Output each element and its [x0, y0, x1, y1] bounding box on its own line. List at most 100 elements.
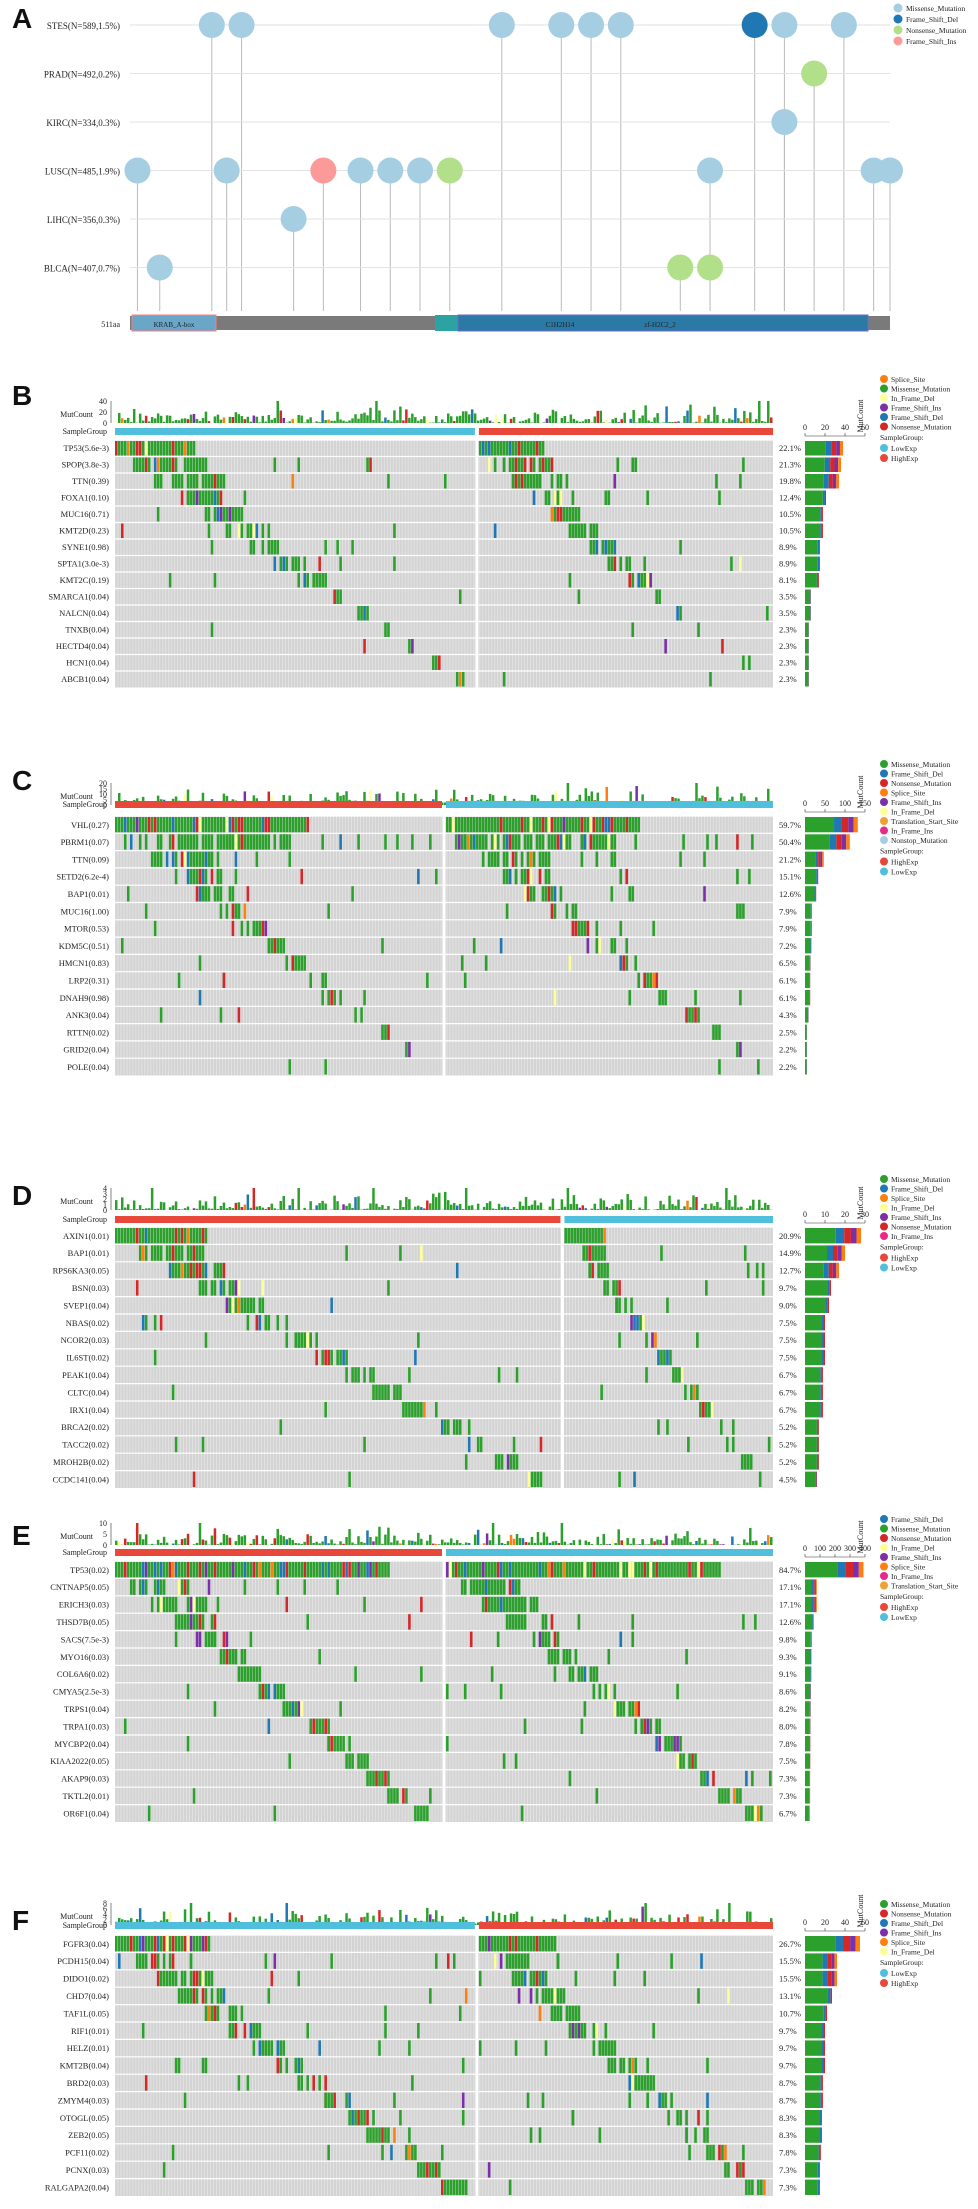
mutation-tile: [574, 1970, 578, 1987]
mutation-tile: [147, 1936, 151, 1952]
mutation-tile: [547, 817, 551, 833]
mutation-tile: [381, 1770, 384, 1787]
mutation-tile: [141, 817, 145, 833]
mutation-tile: [586, 920, 590, 937]
gene-label: CHD7(0.04): [66, 1991, 109, 2001]
mutcount-bar: [309, 793, 312, 805]
mutation-tile: [603, 1228, 606, 1244]
mutation-tile: [222, 834, 226, 850]
mutation-tile: [384, 2127, 387, 2143]
mutcount-bar: [117, 792, 121, 805]
right-bar-segment: [818, 1419, 819, 1435]
legend-dot: [893, 36, 903, 46]
mutcount-bar: [512, 1538, 516, 1545]
mutation-tile: [529, 868, 533, 885]
mutcount-bar: [485, 1533, 489, 1545]
gene-percent: 8.1%: [779, 575, 797, 585]
mutcount-bar: [770, 1537, 773, 1545]
mutcount-bar: [138, 1908, 142, 1925]
mutation-tile: [336, 1562, 339, 1578]
mutation-tile: [291, 817, 295, 833]
mutation-tile: [646, 2075, 649, 2091]
mutation-tile: [429, 834, 432, 850]
mutcount-bar: [183, 1538, 187, 1545]
mutation-tile: [526, 441, 530, 456]
group-legend-dot: [880, 867, 888, 876]
mutation-tile: [467, 1419, 471, 1435]
mutcount-bar: [279, 1201, 282, 1210]
mutation-tile: [354, 1562, 357, 1578]
mutation-tile: [446, 1562, 449, 1578]
right-bar-segment: [805, 1596, 812, 1613]
mutation-tile: [354, 1666, 357, 1682]
mutation-tile: [162, 1936, 166, 1952]
mutation-tile: [523, 1970, 527, 1987]
mutation-tile: [514, 868, 518, 885]
mutation-tile: [117, 1936, 121, 1952]
gene-label: NALCN(0.04): [59, 608, 109, 618]
mutation-tile: [481, 1562, 485, 1578]
mutation-tile: [276, 1579, 280, 1595]
mutcount-bar: [354, 1197, 357, 1210]
mutation-tile: [249, 817, 253, 833]
mutation-tile: [457, 834, 461, 850]
right-bar-segment: [805, 1024, 807, 1040]
mutation-tile: [207, 2005, 211, 2021]
mutation-tile: [589, 817, 593, 833]
mutcount-bar: [186, 1533, 190, 1545]
mutcount-bar: [521, 1205, 525, 1210]
mutation-tile: [616, 1953, 620, 1969]
mutation-tile: [565, 1649, 569, 1665]
right-axis-tick-label: 40: [841, 1918, 849, 1927]
mutation-tile: [180, 1245, 184, 1261]
mutation-tile: [279, 817, 283, 833]
mutation-tile: [291, 1701, 295, 1717]
mutation-tile: [700, 1953, 703, 1969]
mutcount-bar: [503, 1206, 507, 1210]
mutation-tile: [532, 1970, 536, 1987]
right-bar-segment: [805, 2110, 820, 2126]
mutcount-bar: [141, 420, 145, 423]
mutcount-bar: [249, 421, 253, 423]
mutation-tile: [177, 834, 181, 850]
samplegroup-bar-highexp: [478, 1922, 773, 1929]
mutation-tile: [640, 1562, 643, 1578]
mutation-tile: [526, 868, 530, 885]
mutation-tile: [252, 523, 256, 538]
mutation-tile: [273, 817, 277, 833]
mutation-tile: [378, 1384, 381, 1400]
mutation-tile: [595, 1666, 599, 1682]
mutation-tile: [324, 972, 327, 988]
right-bar-segment: [805, 1753, 810, 1769]
mutation-tile: [345, 1367, 348, 1383]
gene-percent: 59.7%: [779, 820, 801, 830]
group-separator: [442, 1561, 446, 1822]
samplegroup-bar-highexp: [115, 801, 442, 808]
mutation-tile: [451, 817, 455, 833]
mutcount-bar: [491, 1208, 495, 1210]
mutcount-bar: [216, 1544, 220, 1545]
mutcount-bar: [270, 419, 274, 423]
mutcount-label: MutCount: [60, 792, 94, 801]
mutation-tile: [508, 2179, 512, 2195]
mutation-tile: [252, 2040, 256, 2056]
mutcount-bar: [647, 420, 650, 423]
mutation-tile: [159, 1579, 163, 1595]
mutation-tile: [742, 457, 745, 472]
mutation-tile: [619, 2057, 623, 2074]
mutation-tile: [559, 507, 563, 522]
mutcount-bar: [132, 408, 136, 423]
mutation-tile: [568, 2005, 572, 2021]
mutcount-bar: [494, 1209, 498, 1210]
mutation-tile: [198, 1614, 202, 1630]
mutation-tile: [180, 1936, 184, 1952]
mutation-tile: [261, 817, 265, 833]
mutation-tile: [219, 1262, 223, 1279]
mutcount-bar: [115, 1540, 118, 1545]
mutation-tile: [607, 490, 611, 505]
mutation-tile: [231, 886, 235, 902]
mutcount-bar: [414, 1206, 417, 1210]
mutcount-bar: [593, 416, 597, 423]
right-bar-segment: [818, 1436, 819, 1453]
mutcount-bar: [249, 1207, 253, 1210]
